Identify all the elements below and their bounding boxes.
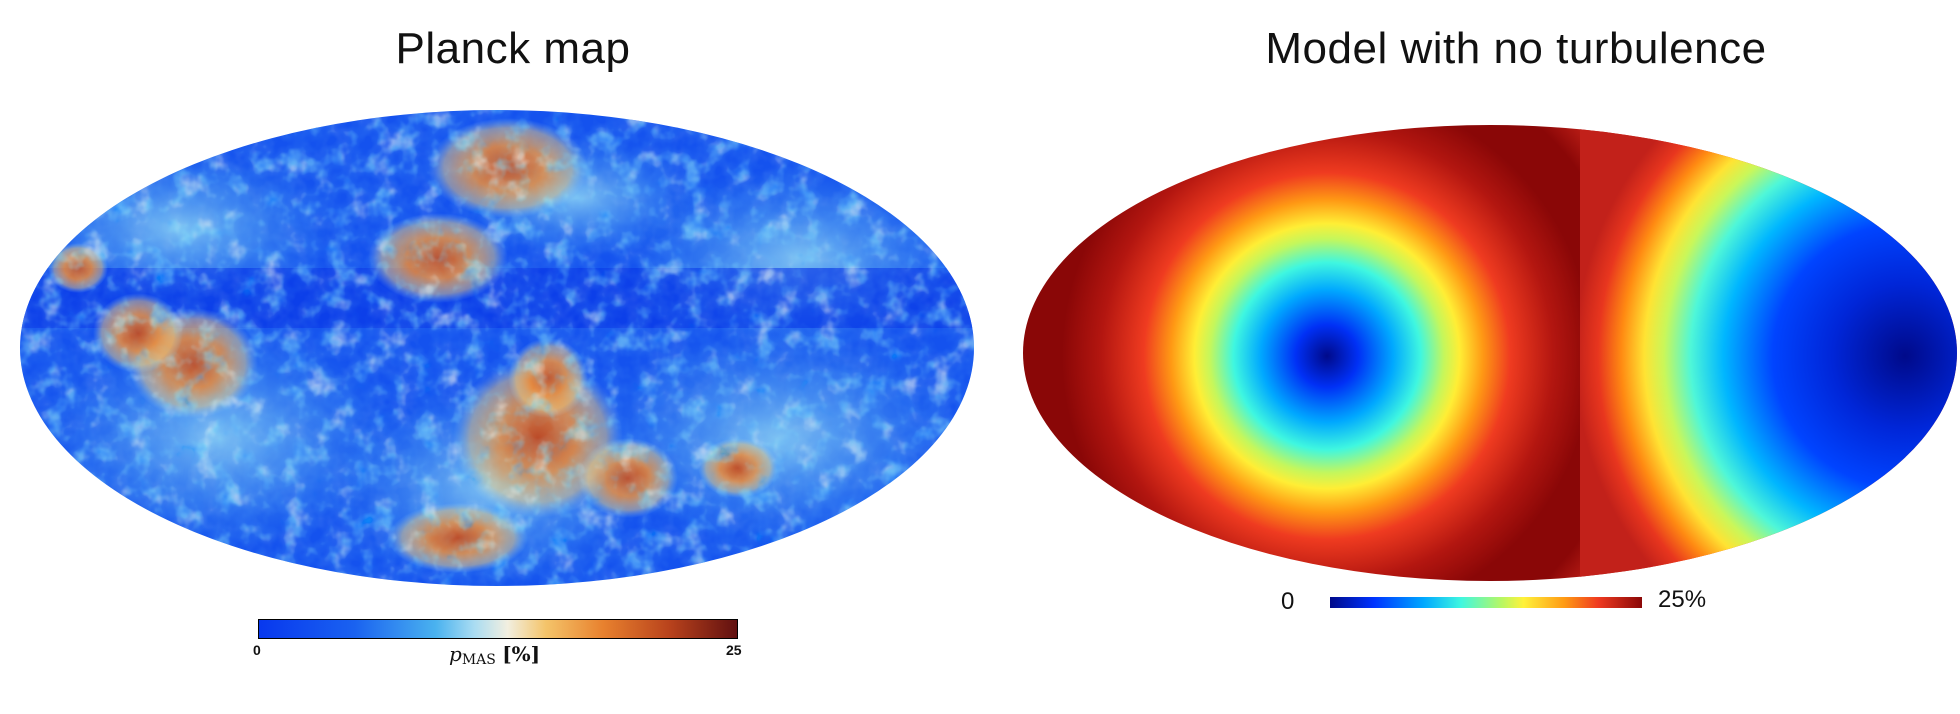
- planck-map-title: Planck map: [395, 24, 631, 73]
- model-mollweide-map: [1023, 125, 1957, 581]
- model-map-title: Model with no turbulence: [1265, 24, 1767, 73]
- planck-colorbar-min-label: 0: [253, 642, 261, 658]
- colorbar-label-variable: p: [449, 642, 462, 666]
- planck-mollweide-map: [20, 110, 974, 586]
- model-colorbar-max-label: 25%: [1658, 586, 1707, 613]
- colorbar-label-subscript: MAS: [461, 652, 496, 668]
- planck-colorbar-label: pMAS [%]: [449, 642, 540, 668]
- planck-panel: Planck map: [20, 24, 974, 668]
- colorbar-label-unit: [%]: [502, 642, 541, 666]
- planck-colorbar: [258, 619, 738, 639]
- model-panel: Model with no turbulence: [1010, 0, 1960, 714]
- planck-colorbar-max-label: 25: [726, 642, 742, 658]
- model-colorbar-min-label: 0: [1281, 588, 1295, 615]
- model-colorbar: [1330, 597, 1642, 608]
